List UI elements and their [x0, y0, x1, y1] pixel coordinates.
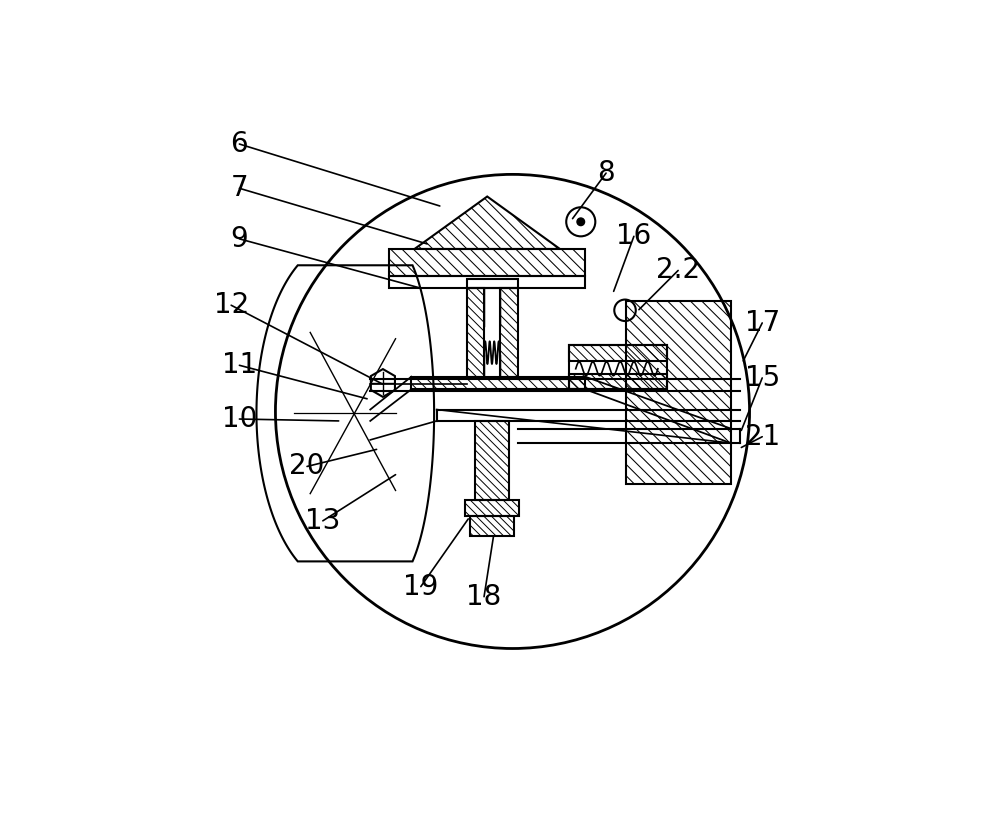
Text: 17: 17 [745, 309, 780, 337]
Text: 13: 13 [305, 507, 341, 534]
Text: 9: 9 [231, 225, 248, 253]
Circle shape [577, 218, 585, 226]
Text: 12: 12 [214, 291, 249, 319]
Text: 10: 10 [222, 405, 257, 433]
Text: 15: 15 [745, 364, 780, 392]
Text: 16: 16 [616, 222, 652, 250]
Text: 20: 20 [289, 452, 325, 480]
Text: 8: 8 [597, 159, 615, 187]
Text: 11: 11 [222, 351, 257, 379]
Text: 2.2: 2.2 [656, 256, 700, 284]
Text: 21: 21 [745, 423, 780, 451]
Text: 7: 7 [231, 174, 248, 202]
Text: 19: 19 [403, 572, 439, 600]
Text: 6: 6 [231, 130, 248, 158]
Text: 18: 18 [466, 583, 502, 611]
